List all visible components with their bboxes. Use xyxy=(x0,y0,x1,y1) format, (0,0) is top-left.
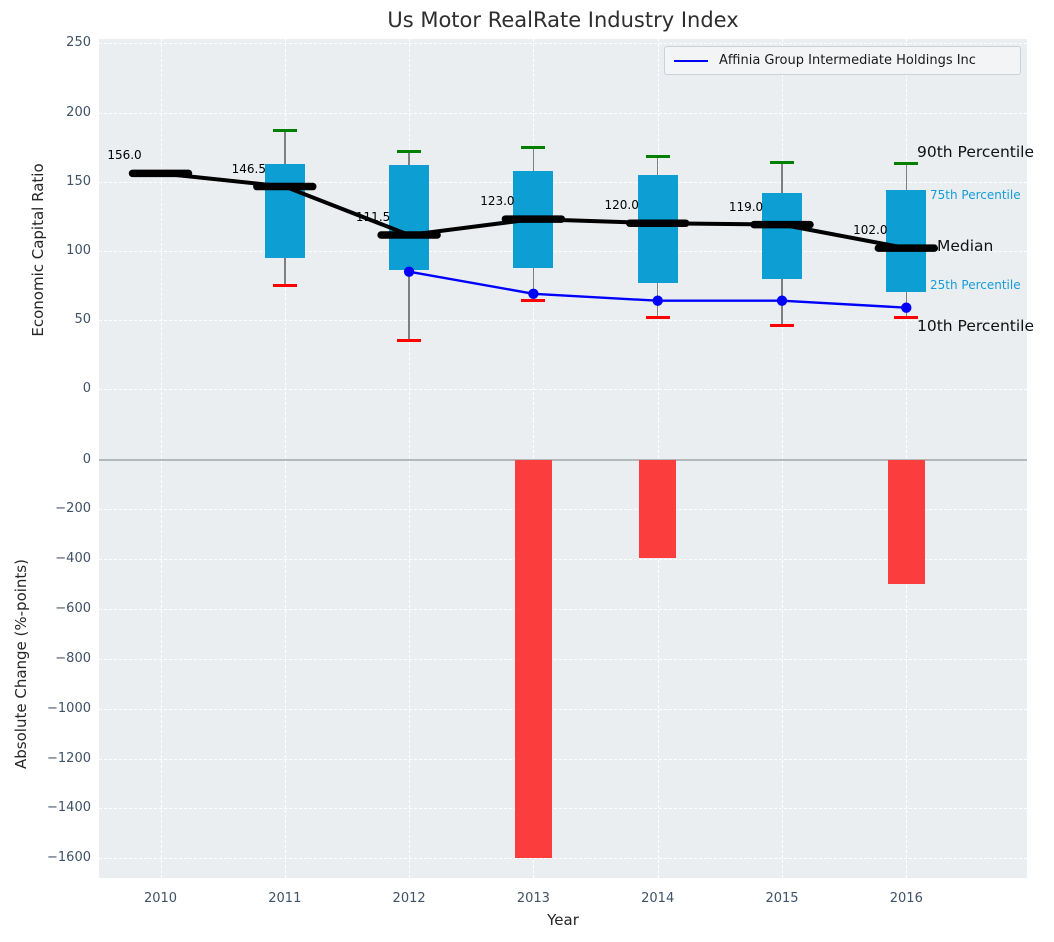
x-tick-label: 2016 xyxy=(889,891,923,906)
median-value-label-2011: 146.5 xyxy=(231,161,266,176)
annotation-10th-percentile: 10th Percentile xyxy=(917,317,1035,335)
x-tick-label: 2012 xyxy=(392,891,426,906)
p90-cap-2015 xyxy=(770,160,794,164)
median-value-label-2015: 119.0 xyxy=(728,199,764,214)
annotation-75th-percentile: 75th Percentile xyxy=(930,188,1021,202)
y-tick-label: 0 xyxy=(82,451,91,467)
p90-cap-2013 xyxy=(521,145,546,149)
gridline-horizontal xyxy=(99,250,1027,252)
gridline-horizontal xyxy=(99,320,1027,322)
percentile-boxplot-panel: 156.0 146.5 111.5 123.0 120.0 119.0 102.0 xyxy=(99,39,1027,420)
gridline-horizontal xyxy=(99,708,1027,710)
x-tick-label: 2010 xyxy=(143,891,178,906)
bar-2016 xyxy=(887,459,925,585)
y-tick-label: 200 xyxy=(66,104,91,120)
iqr-box-2016 xyxy=(886,190,927,293)
x-tick-label: 2015 xyxy=(765,891,799,906)
gridline-vertical xyxy=(284,420,286,878)
iqr-box-2013 xyxy=(513,170,554,268)
y-tick-label: 50 xyxy=(74,312,91,328)
median-value-label-2010: 156.0 xyxy=(107,148,142,163)
y-tick-label: 100 xyxy=(66,242,91,258)
gridline-vertical xyxy=(160,420,162,878)
y-tick-label: −600 xyxy=(55,601,91,617)
gridline-horizontal xyxy=(99,389,1027,391)
legend-line-sample xyxy=(674,59,708,62)
gridline-horizontal xyxy=(99,658,1027,660)
p10-cap-2011 xyxy=(272,284,297,287)
x-tick-label: 2014 xyxy=(641,891,675,906)
absolute-change-bar-panel xyxy=(99,420,1027,878)
x-tick-label: 2013 xyxy=(516,891,550,906)
annotation-90th-percentile: 90th Percentile xyxy=(917,143,1035,161)
p90-cap-2014 xyxy=(645,155,670,159)
iqr-box-2014 xyxy=(637,174,678,283)
gridline-horizontal xyxy=(99,559,1027,561)
gridline-vertical xyxy=(657,420,659,878)
p90-cap-2016 xyxy=(894,162,919,166)
gridline-vertical xyxy=(409,420,411,878)
y-tick-label: −1600 xyxy=(47,850,91,866)
p10-cap-2012 xyxy=(397,339,422,343)
y-tick-label: 0 xyxy=(82,381,91,397)
gridline-horizontal xyxy=(99,758,1027,760)
y-tick-label: 250 xyxy=(66,35,91,51)
x-tick-label: 2011 xyxy=(268,891,302,906)
iqr-box-2015 xyxy=(762,192,802,279)
y-tick-label: −400 xyxy=(55,551,91,567)
gridline-vertical xyxy=(160,39,162,420)
y-tick-label: −1000 xyxy=(47,700,91,716)
iqr-box-2012 xyxy=(389,165,430,271)
annotation-25th-percentile: 25th Percentile xyxy=(930,278,1021,292)
chart-title: Us Motor RealRate Industry Index xyxy=(387,8,739,32)
bar-2013 xyxy=(514,459,552,859)
y-tick-label: −200 xyxy=(55,501,91,517)
p10-cap-2014 xyxy=(645,315,670,319)
iqr-box-2011 xyxy=(264,163,305,258)
p90-cap-2011 xyxy=(272,128,297,132)
gridline-horizontal xyxy=(99,43,1027,45)
legend: Affinia Group Intermediate Holdings Inc xyxy=(664,46,1021,75)
y-tick-label: 150 xyxy=(66,173,91,189)
y-tick-label: −800 xyxy=(55,650,91,666)
gridline-vertical xyxy=(782,420,783,878)
zero-baseline xyxy=(99,458,1027,461)
p10-cap-2016 xyxy=(894,315,919,319)
x-axis-label: Year xyxy=(547,911,579,929)
median-value-label-2016: 102.0 xyxy=(853,223,888,238)
p10-cap-2013 xyxy=(521,299,546,303)
y-tick-label: −1200 xyxy=(47,750,91,766)
gridline-horizontal xyxy=(99,858,1027,860)
median-value-label-2014: 120.0 xyxy=(604,198,639,213)
median-value-label-2013: 123.0 xyxy=(480,194,515,209)
gridline-vertical xyxy=(906,420,908,878)
p10-cap-2015 xyxy=(770,324,794,328)
median-value-label-2012: 111.5 xyxy=(355,209,391,224)
gridline-horizontal xyxy=(99,808,1027,810)
bar-2014 xyxy=(639,459,677,558)
gridline-horizontal xyxy=(99,112,1027,114)
gridline-horizontal xyxy=(99,609,1027,611)
y-tick-label: −1400 xyxy=(47,800,91,816)
gridline-horizontal xyxy=(99,509,1027,511)
gridline-horizontal xyxy=(99,181,1027,183)
legend-label: Affinia Group Intermediate Holdings Inc xyxy=(719,53,976,68)
p90-cap-2012 xyxy=(397,149,422,153)
annotation-median: Median xyxy=(937,237,994,255)
